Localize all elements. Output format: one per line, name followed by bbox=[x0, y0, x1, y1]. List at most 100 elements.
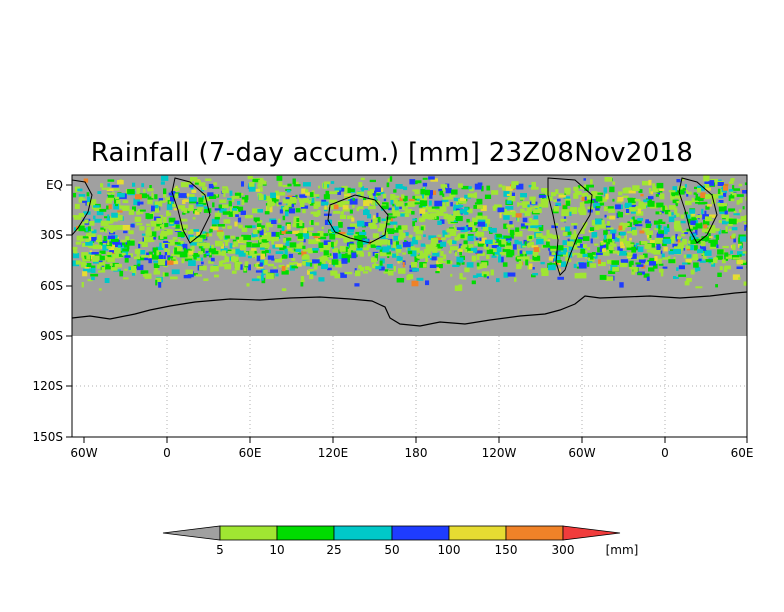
rain-cell bbox=[134, 216, 141, 223]
rain-cell bbox=[93, 205, 100, 208]
rain-cell bbox=[697, 249, 704, 254]
rain-cell bbox=[668, 250, 674, 255]
rain-cell bbox=[110, 267, 118, 271]
rain-cell bbox=[109, 248, 114, 254]
rain-cell bbox=[196, 201, 199, 206]
rain-cell bbox=[701, 250, 707, 256]
rain-cell bbox=[189, 236, 196, 242]
rain-cell bbox=[155, 279, 158, 286]
rain-cell bbox=[334, 241, 337, 246]
rain-cell bbox=[349, 209, 353, 214]
rain-cell bbox=[408, 234, 413, 238]
rain-cell bbox=[266, 273, 274, 280]
rain-cell bbox=[155, 277, 162, 282]
rain-cell bbox=[241, 196, 248, 203]
rain-cell bbox=[194, 211, 200, 215]
rain-cell bbox=[466, 225, 473, 231]
rain-cell bbox=[460, 197, 467, 204]
rain-cell bbox=[534, 206, 540, 209]
rain-cell bbox=[321, 260, 326, 264]
rain-cell bbox=[722, 245, 729, 249]
rain-cell bbox=[435, 216, 438, 219]
rain-cell bbox=[107, 195, 115, 198]
rain-cell bbox=[215, 194, 218, 197]
rain-cell bbox=[459, 209, 467, 214]
color-legend: 5 10 25 50 100 150 300 [mm] bbox=[162, 525, 638, 557]
rain-cell bbox=[531, 267, 535, 270]
rain-cell bbox=[673, 224, 680, 229]
rain-cell bbox=[357, 233, 366, 239]
rain-cell bbox=[703, 175, 710, 182]
rain-cell bbox=[356, 220, 365, 227]
rain-cell bbox=[467, 193, 475, 198]
rain-cell bbox=[123, 230, 128, 234]
rain-cell bbox=[102, 244, 107, 251]
rain-cell bbox=[367, 251, 371, 257]
rain-cell bbox=[153, 260, 160, 263]
rain-cell bbox=[198, 182, 206, 187]
rain-cell bbox=[177, 231, 185, 237]
rain-cell bbox=[577, 207, 586, 213]
rain-cell bbox=[388, 216, 396, 219]
rain-cell bbox=[440, 250, 444, 257]
rain-cell bbox=[257, 275, 262, 280]
rain-cell bbox=[527, 204, 530, 208]
rain-cell bbox=[153, 237, 156, 240]
rain-cell bbox=[500, 258, 504, 262]
rain-cell bbox=[598, 262, 606, 267]
rain-cell bbox=[461, 262, 465, 265]
rain-cell bbox=[199, 242, 203, 246]
rain-cell bbox=[285, 197, 293, 201]
rain-cell bbox=[681, 234, 686, 237]
rain-cell bbox=[682, 177, 685, 181]
rain-cell bbox=[159, 200, 166, 203]
grid-lines bbox=[72, 336, 747, 437]
rain-cell bbox=[153, 270, 161, 275]
legend-label-150: 150 bbox=[495, 543, 518, 557]
rain-cell bbox=[202, 186, 207, 191]
rain-cell bbox=[397, 260, 400, 264]
rain-cell bbox=[151, 206, 160, 213]
rain-cell bbox=[397, 225, 401, 229]
rain-cell bbox=[275, 251, 284, 254]
rain-cell bbox=[635, 206, 643, 210]
rain-cell bbox=[270, 269, 278, 273]
rain-cell bbox=[270, 202, 276, 206]
rain-cell bbox=[416, 198, 420, 202]
rain-cell bbox=[682, 239, 687, 245]
rain-cell bbox=[660, 270, 664, 277]
rain-cell bbox=[658, 225, 661, 230]
rain-cell bbox=[477, 212, 483, 218]
rain-cell bbox=[560, 227, 568, 231]
rain-cell bbox=[377, 227, 384, 232]
rain-cell bbox=[99, 208, 107, 212]
rain-cell bbox=[294, 243, 301, 248]
rain-cell bbox=[258, 238, 262, 243]
rain-cell bbox=[282, 184, 290, 188]
rain-cell bbox=[136, 253, 140, 257]
rain-cell bbox=[675, 201, 678, 207]
rain-cell bbox=[141, 183, 145, 188]
rain-cell bbox=[412, 247, 420, 253]
rain-cell bbox=[629, 207, 637, 212]
rain-cell bbox=[540, 236, 548, 242]
rain-cell bbox=[569, 211, 572, 216]
rain-cell bbox=[412, 221, 415, 227]
rain-cell bbox=[372, 218, 378, 224]
rain-cell bbox=[458, 200, 467, 204]
rain-cell bbox=[412, 195, 417, 201]
rain-cell bbox=[213, 182, 218, 186]
rain-cell bbox=[193, 229, 199, 232]
rain-cell bbox=[116, 200, 121, 206]
rain-cell bbox=[97, 264, 101, 269]
rain-cell bbox=[579, 230, 585, 234]
rain-cell bbox=[181, 258, 185, 264]
rain-cell bbox=[550, 192, 555, 197]
rain-cell bbox=[164, 248, 168, 252]
rain-cell bbox=[442, 197, 448, 200]
rain-cell bbox=[682, 188, 686, 191]
rain-cell bbox=[521, 201, 530, 206]
rain-cell bbox=[251, 248, 257, 251]
rain-cell bbox=[604, 251, 610, 256]
rain-cell bbox=[494, 204, 502, 209]
